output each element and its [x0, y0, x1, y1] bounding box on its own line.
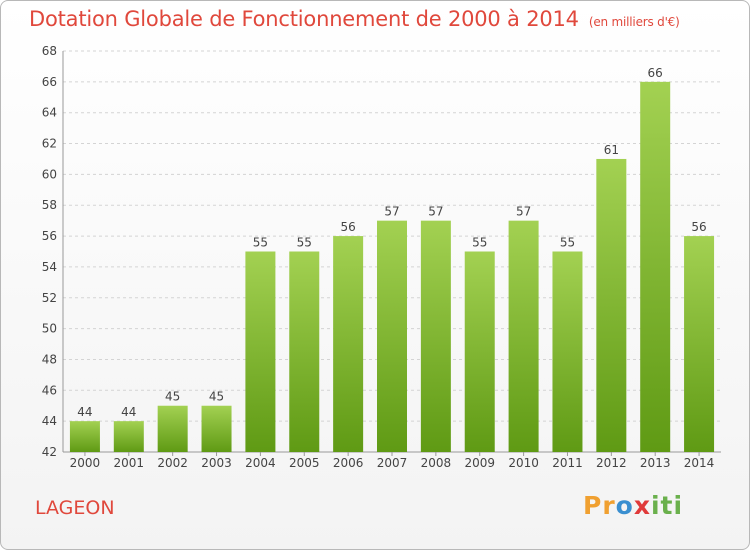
- y-tick-label: 56: [42, 229, 57, 243]
- data-label-2009: 55: [472, 236, 487, 250]
- proxiti-logo[interactable]: Proxiti: [583, 491, 684, 520]
- x-tick-label-2011: 2011: [552, 456, 583, 470]
- bar-2005: [289, 251, 320, 452]
- x-tick-label-2004: 2004: [245, 456, 276, 470]
- bar-2012: [596, 158, 627, 452]
- chart-title-text: Dotation Globale de Fonctionnement de 20…: [29, 7, 579, 31]
- data-label-2011: 55: [560, 236, 575, 250]
- bar-2011: [552, 251, 583, 452]
- x-tick-label-2003: 2003: [201, 456, 232, 470]
- bar-2002: [157, 405, 188, 452]
- y-tick-label: 48: [42, 352, 57, 366]
- x-tick-label-2009: 2009: [464, 456, 495, 470]
- y-axis-ticks: 42 44 46 48 50 52 54 56 58 60 62 64 66 68: [42, 44, 57, 459]
- data-label-2008: 57: [428, 205, 443, 219]
- x-tick-label-2008: 2008: [421, 456, 452, 470]
- bar-2010: [508, 220, 539, 452]
- y-tick-label: 52: [42, 291, 57, 305]
- data-label-2012: 61: [604, 143, 619, 157]
- x-tick-label-2005: 2005: [289, 456, 320, 470]
- y-tick-label: 66: [42, 75, 57, 89]
- data-label-2004: 55: [253, 236, 268, 250]
- bar-2004: [245, 251, 276, 452]
- data-label-2007: 57: [384, 205, 399, 219]
- chart-subtitle: (en milliers d'€): [588, 15, 680, 29]
- x-tick-label-2012: 2012: [596, 456, 627, 470]
- data-label-2014: 56: [691, 220, 706, 234]
- data-label-2005: 55: [297, 236, 312, 250]
- x-tick-label-2006: 2006: [333, 456, 364, 470]
- data-label-2001: 44: [121, 405, 136, 419]
- y-tick-label: 64: [42, 106, 57, 120]
- bar-2001: [113, 421, 144, 452]
- bar-2007: [377, 220, 407, 452]
- data-label-2010: 57: [516, 205, 531, 219]
- y-tick-label: 44: [42, 414, 57, 428]
- y-tick-label: 50: [42, 322, 57, 336]
- commune-name: LAGEON: [35, 497, 115, 519]
- data-label-2003: 45: [209, 390, 224, 404]
- bar-2008: [420, 220, 451, 452]
- x-tick-label-2013: 2013: [640, 456, 671, 470]
- bars: [69, 81, 715, 452]
- data-label-2006: 56: [340, 220, 355, 234]
- y-tick-label: 46: [42, 383, 57, 397]
- y-tick-label: 54: [42, 260, 57, 274]
- y-tick-label: 60: [42, 167, 57, 181]
- x-tick-label-2000: 2000: [70, 456, 101, 470]
- y-tick-label: 42: [42, 445, 57, 459]
- data-label-2000: 44: [77, 405, 92, 419]
- y-tick-label: 68: [42, 44, 57, 58]
- x-tick-label-2014: 2014: [684, 456, 715, 470]
- bar-2009: [464, 251, 495, 452]
- bar-2006: [333, 236, 364, 452]
- bar-2013: [640, 81, 671, 452]
- x-tick-label-2001: 2001: [114, 456, 145, 470]
- bar-2000: [69, 421, 100, 452]
- x-tick-label-2007: 2007: [377, 456, 408, 470]
- x-tick-label-2002: 2002: [157, 456, 188, 470]
- data-label-2013: 66: [648, 66, 663, 80]
- data-label-2002: 45: [165, 390, 180, 404]
- x-axis-ticks: 2000 2001 2002 2003 2004 2005 2006 2007 2008 2009…: [70, 452, 715, 470]
- x-tick-label-2010: 2010: [508, 456, 539, 470]
- y-tick-label: 58: [42, 198, 57, 212]
- data-labels: 44 44 45 45 55 55 56 57 57 55 57 55 61 66 56: [77, 66, 706, 419]
- chart-title: Dotation Globale de Fonctionnement de 20…: [29, 7, 680, 31]
- y-tick-label: 62: [42, 137, 57, 151]
- bar-2003: [201, 405, 232, 452]
- bar-2014: [684, 236, 715, 452]
